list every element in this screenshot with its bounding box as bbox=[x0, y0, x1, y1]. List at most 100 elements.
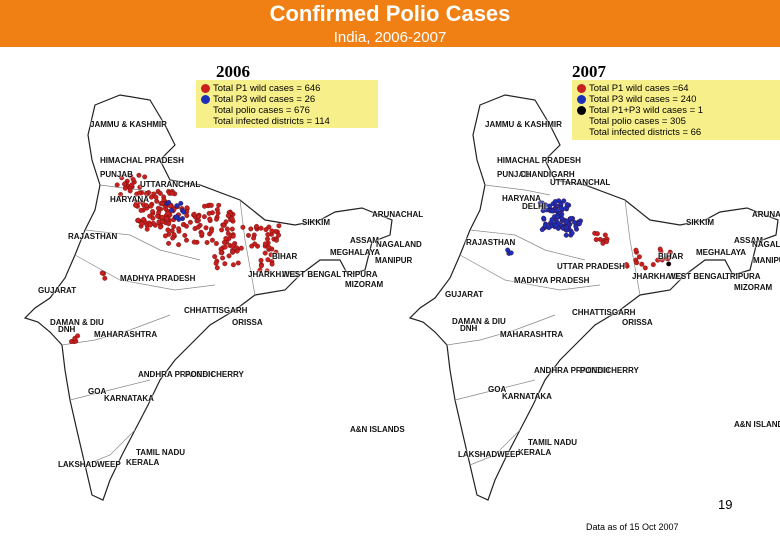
case-dot bbox=[176, 226, 182, 232]
state-label: ORISSA bbox=[232, 318, 263, 327]
state-label: UTTARANCHAL bbox=[550, 178, 611, 187]
state-label: SIKKIM bbox=[302, 218, 330, 227]
case-dot bbox=[127, 188, 133, 194]
state-label: SIKKIM bbox=[686, 218, 714, 227]
case-dot bbox=[234, 248, 240, 254]
case-dot bbox=[184, 213, 190, 219]
case-dot bbox=[265, 232, 271, 237]
case-dot bbox=[561, 198, 567, 204]
case-dot bbox=[634, 260, 640, 266]
case-dot bbox=[99, 270, 105, 276]
case-dot bbox=[169, 190, 175, 196]
case-dot bbox=[636, 254, 642, 260]
state-label: DNH bbox=[460, 324, 478, 333]
case-dot bbox=[122, 185, 128, 191]
case-dot bbox=[572, 219, 577, 225]
case-dot bbox=[594, 231, 600, 237]
case-dot bbox=[218, 250, 224, 256]
legend-row: Total polio cases = 676 bbox=[201, 105, 373, 116]
state-label: MANIPUR bbox=[375, 256, 413, 265]
state-label: JHARKHAND bbox=[248, 270, 299, 279]
case-dot bbox=[209, 237, 215, 243]
case-dot bbox=[564, 202, 570, 208]
state-label: UTTARANCHAL bbox=[140, 180, 201, 189]
case-dot bbox=[214, 265, 220, 271]
case-dot bbox=[133, 202, 138, 208]
case-dot bbox=[135, 217, 141, 223]
case-dot bbox=[650, 262, 656, 268]
state-label: KARNATAKA bbox=[502, 392, 552, 401]
case-dot bbox=[215, 210, 221, 216]
state-label: ANDHRA PRADESH bbox=[534, 366, 610, 375]
case-dot bbox=[235, 260, 241, 266]
state-label: ARUNACHAL bbox=[372, 210, 424, 219]
case-dot bbox=[159, 219, 165, 225]
case-dot bbox=[222, 261, 228, 267]
title-banner: Confirmed Polio Cases India, 2006-2007 bbox=[0, 0, 780, 47]
case-dot bbox=[178, 200, 184, 206]
case-dot bbox=[238, 245, 244, 251]
case-dot bbox=[269, 228, 275, 234]
case-dot bbox=[542, 202, 548, 208]
p1p3-marker-icon bbox=[577, 106, 586, 115]
case-dot bbox=[204, 240, 210, 245]
state-label: A&N ISLANDS bbox=[734, 420, 780, 429]
map-2006: 2006 Total P1 wild cases = 646 Total P3 w… bbox=[0, 60, 423, 530]
data-date-note: Data as of 15 Oct 2007 bbox=[586, 522, 679, 532]
state-label: NAGALAND bbox=[376, 240, 422, 249]
state-label: A&N ISLANDS bbox=[350, 425, 405, 434]
state-label: BIHAR bbox=[272, 252, 298, 261]
state-label: JHARKHAND bbox=[632, 272, 683, 281]
case-dot bbox=[249, 243, 255, 249]
state-label: NAGALAND bbox=[752, 240, 780, 249]
case-dot bbox=[114, 182, 120, 188]
case-dot bbox=[159, 214, 165, 220]
legend-row: Total P3 wild cases = 26 bbox=[201, 94, 373, 105]
case-dot bbox=[273, 237, 279, 243]
case-dot bbox=[258, 257, 264, 263]
case-dot bbox=[230, 249, 236, 255]
slide-subtitle: India, 2006-2007 bbox=[333, 29, 447, 46]
legend-2007: Total P1 wild cases =64 Total P3 wild cas… bbox=[572, 80, 780, 140]
case-dot bbox=[102, 275, 108, 281]
case-dot bbox=[508, 250, 514, 256]
state-label: ANDHRA PRADESH bbox=[138, 370, 214, 379]
state-label: LAKSHADWEEP bbox=[458, 450, 521, 459]
state-label: MAHARASHTRA bbox=[500, 330, 564, 339]
case-dot bbox=[553, 223, 559, 229]
case-dot bbox=[246, 232, 251, 238]
state-label: ASSAM bbox=[734, 236, 763, 245]
case-dot bbox=[147, 222, 153, 228]
case-dot bbox=[544, 207, 550, 213]
case-dot bbox=[147, 213, 153, 219]
case-dot bbox=[273, 249, 279, 255]
case-dot bbox=[191, 239, 197, 245]
case-dot bbox=[174, 203, 180, 209]
state-label: TRIPURA bbox=[342, 270, 378, 279]
state-label: MADHYA PRADESH bbox=[514, 276, 590, 285]
case-dot bbox=[162, 233, 168, 239]
state-label: PONDICHERRY bbox=[185, 370, 244, 379]
case-dot bbox=[216, 202, 222, 208]
case-dot bbox=[666, 261, 672, 267]
case-dot bbox=[213, 260, 219, 266]
case-dot bbox=[214, 216, 219, 222]
case-dot bbox=[170, 235, 176, 241]
case-dot bbox=[187, 219, 193, 225]
case-dot bbox=[153, 194, 159, 200]
state-label: CHANDIGARH bbox=[520, 170, 575, 179]
case-dot bbox=[604, 239, 610, 245]
case-dot bbox=[257, 267, 263, 273]
legend-text: Total polio cases = 676 bbox=[213, 105, 310, 116]
case-dot bbox=[226, 253, 232, 259]
state-label: PONDICHERRY bbox=[580, 366, 639, 375]
case-dot bbox=[577, 221, 582, 226]
state-label: TAMIL NADU bbox=[528, 438, 578, 447]
state-label: HIMACHAL PRADESH bbox=[100, 156, 184, 165]
legend-row: Total P1 wild cases = 646 bbox=[201, 83, 373, 94]
state-label: BIHAR bbox=[658, 252, 684, 261]
case-dot bbox=[181, 209, 187, 215]
case-dot bbox=[137, 184, 143, 190]
case-dot bbox=[207, 216, 213, 222]
case-dot bbox=[72, 335, 78, 341]
